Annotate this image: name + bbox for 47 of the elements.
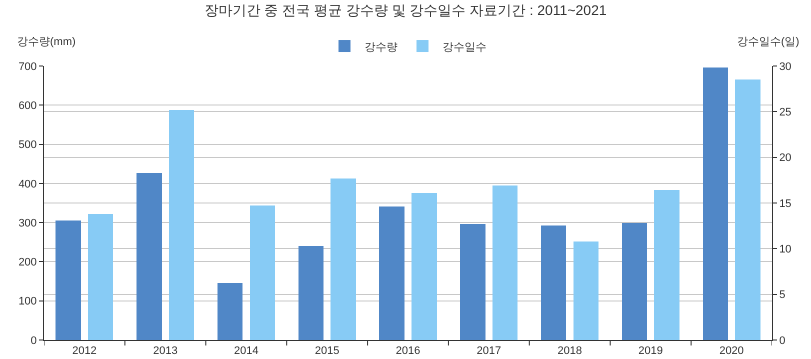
y-tick-label: 300 xyxy=(18,217,37,230)
bar xyxy=(168,110,194,340)
bar xyxy=(330,178,356,340)
x-tick-label: 2012 xyxy=(72,345,97,358)
y2-tick-label: 30 xyxy=(779,60,792,73)
bar xyxy=(735,80,760,340)
x-tick-label: 2018 xyxy=(558,345,582,358)
bar xyxy=(379,206,404,340)
y2-tick-label: 5 xyxy=(779,289,786,302)
legend-label: 강수량 xyxy=(364,41,398,54)
y2-axis-title: 강수일수(일) xyxy=(737,36,800,48)
bar xyxy=(622,222,648,340)
bar xyxy=(460,224,486,340)
bar xyxy=(136,172,162,340)
y2-tick-label: 10 xyxy=(779,244,792,256)
y-tick-label: 700 xyxy=(18,60,37,73)
y-axis-title: 강수량(mm) xyxy=(17,36,76,48)
y-tick-label: 200 xyxy=(18,256,37,269)
chart-title: 장마기간 중 전국 평균 강수량 및 강수일수 자료기간 : 2011~2021 xyxy=(204,2,607,18)
x-tick-label: 2015 xyxy=(314,345,340,358)
bar xyxy=(492,186,518,340)
bar xyxy=(250,206,276,340)
y2-tick-label: 20 xyxy=(779,152,792,164)
y-tick-label: 400 xyxy=(18,178,37,190)
y-tick-label: 100 xyxy=(18,296,37,308)
bar xyxy=(217,283,243,340)
x-tick-label: 2016 xyxy=(396,345,420,358)
y2-tick-label: 15 xyxy=(779,198,792,210)
bar xyxy=(702,68,728,340)
y-tick-label: 600 xyxy=(18,100,37,112)
bar xyxy=(88,214,114,340)
bar xyxy=(298,246,324,340)
y2-tick-label: 25 xyxy=(779,106,792,119)
y2-tick-label: 0 xyxy=(779,334,786,347)
bar xyxy=(56,220,81,340)
bar xyxy=(412,192,437,340)
bar xyxy=(654,190,680,340)
x-tick-label: 2014 xyxy=(234,345,258,358)
x-tick-label: 2017 xyxy=(476,345,502,358)
y-tick-label: 0 xyxy=(30,334,37,347)
y-tick-label: 500 xyxy=(18,139,37,152)
x-tick-label: 2013 xyxy=(153,345,178,358)
bar xyxy=(540,226,566,340)
legend-label: 강수일수 xyxy=(442,41,486,54)
x-tick-label: 2019 xyxy=(638,345,663,358)
bar xyxy=(573,241,599,340)
x-tick-label: 2020 xyxy=(719,345,744,358)
